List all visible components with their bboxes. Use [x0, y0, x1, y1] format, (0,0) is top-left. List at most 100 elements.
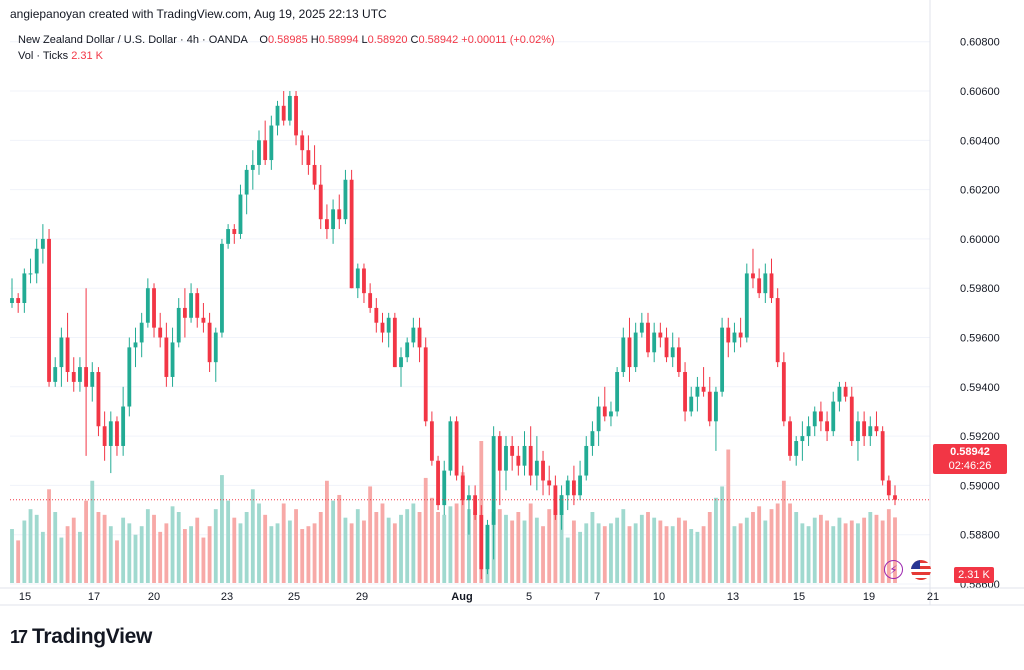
- volume-bar: [380, 503, 385, 583]
- candle-body: [374, 307, 379, 323]
- volume-bar: [596, 523, 601, 583]
- volume-bar: [65, 526, 70, 583]
- symbol-name[interactable]: New Zealand Dollar / U.S. Dollar · 4h · …: [18, 34, 248, 46]
- volume-bar: [547, 509, 552, 583]
- candle-body: [646, 322, 650, 353]
- candle-body: [596, 406, 601, 432]
- candle-body: [40, 238, 45, 249]
- volume-bar: [423, 477, 428, 583]
- y-tick-label: 0.60200: [960, 185, 1000, 197]
- candle-body: [769, 273, 774, 299]
- volume-bar: [621, 509, 626, 583]
- candle-body: [578, 475, 582, 496]
- candle-body: [856, 421, 860, 442]
- candle-body: [763, 273, 768, 294]
- volume-bar: [133, 534, 138, 583]
- volume-bar: [176, 512, 181, 583]
- volume-bar: [220, 475, 224, 583]
- volume-bar: [862, 517, 867, 583]
- candle-body: [244, 169, 249, 195]
- candle-body: [794, 441, 799, 456]
- candle-body: [571, 480, 576, 496]
- volume-tag: 2.31 K: [954, 567, 994, 583]
- volume-bar: [744, 517, 749, 583]
- x-tick-label: 13: [727, 591, 739, 603]
- volume-label[interactable]: Vol · Ticks: [18, 50, 69, 62]
- us-flag-icon[interactable]: [911, 560, 931, 580]
- candle-body: [633, 332, 638, 368]
- x-tick-label: 25: [288, 591, 300, 603]
- candle-body: [294, 95, 298, 136]
- candle-body: [775, 298, 780, 363]
- candle-body: [825, 421, 829, 432]
- volume-bar: [664, 526, 669, 583]
- candle-body: [818, 411, 823, 422]
- candle-body: [158, 327, 163, 338]
- candle-body: [201, 317, 206, 323]
- candle-body: [10, 298, 14, 303]
- candle-body: [454, 421, 459, 476]
- candle-body: [504, 445, 508, 471]
- volume-bar: [658, 520, 663, 583]
- volume-bar: [374, 512, 379, 583]
- open-label: O: [259, 34, 268, 46]
- y-tick-label: 0.58800: [960, 530, 1000, 542]
- volume-bar: [139, 526, 144, 583]
- last-price: 0.58942: [950, 446, 990, 458]
- candle-body: [22, 273, 27, 303]
- volume-bar: [405, 509, 410, 583]
- tradingview-logo[interactable]: 17 TradingView: [10, 625, 152, 649]
- volume-bar: [812, 517, 817, 583]
- candle-body: [843, 386, 848, 397]
- volume-bar: [553, 509, 558, 583]
- candle-body: [664, 337, 669, 358]
- candle-body: [59, 337, 64, 368]
- volume-bar: [16, 540, 21, 583]
- candle-body: [800, 436, 805, 442]
- x-tick-label: 5: [526, 591, 532, 603]
- candle-body: [812, 411, 817, 427]
- attribution-text: angiepanoyan created with TradingView.co…: [10, 7, 387, 21]
- volume-bar: [615, 517, 620, 583]
- volume-bar: [849, 520, 854, 583]
- volume-bar: [818, 514, 823, 583]
- y-tick-label: 0.59600: [960, 333, 1000, 345]
- candle-body: [399, 357, 403, 368]
- lightning-icon[interactable]: ⚡: [884, 560, 903, 579]
- candle-body: [436, 460, 440, 506]
- volume-bar: [757, 506, 762, 583]
- volume-bar: [726, 449, 731, 583]
- x-tick-label: 10: [653, 591, 665, 603]
- x-tick-label: 15: [19, 591, 31, 603]
- candle-body: [479, 514, 484, 570]
- candle-body: [689, 396, 694, 412]
- volume-bar: [683, 520, 687, 583]
- volume-bar: [343, 517, 348, 583]
- candle-body: [886, 480, 891, 496]
- candle-body: [590, 431, 595, 446]
- volume-bar: [127, 523, 132, 583]
- volume-bar: [886, 509, 891, 583]
- volume-bar: [362, 520, 366, 583]
- volume-bar: [108, 526, 113, 583]
- candle-body: [250, 164, 255, 170]
- candle-body: [405, 342, 410, 358]
- volume-bar: [448, 506, 453, 583]
- candle-body: [442, 470, 447, 506]
- symbol-legend: New Zealand Dollar / U.S. Dollar · 4h · …: [18, 34, 555, 46]
- volume-bar: [59, 537, 64, 583]
- candle-body: [602, 406, 607, 417]
- x-tick-label: 20: [148, 591, 160, 603]
- volume-bar: [738, 523, 743, 583]
- volume-bar: [695, 531, 700, 583]
- volume-bar: [164, 523, 169, 583]
- y-tick-label: 0.60600: [960, 86, 1000, 98]
- volume-bar: [244, 512, 249, 583]
- candle-body: [53, 367, 58, 382]
- candle-body: [658, 332, 663, 338]
- candle-body: [78, 367, 82, 382]
- candle-body: [182, 307, 187, 318]
- candle-body: [615, 372, 620, 412]
